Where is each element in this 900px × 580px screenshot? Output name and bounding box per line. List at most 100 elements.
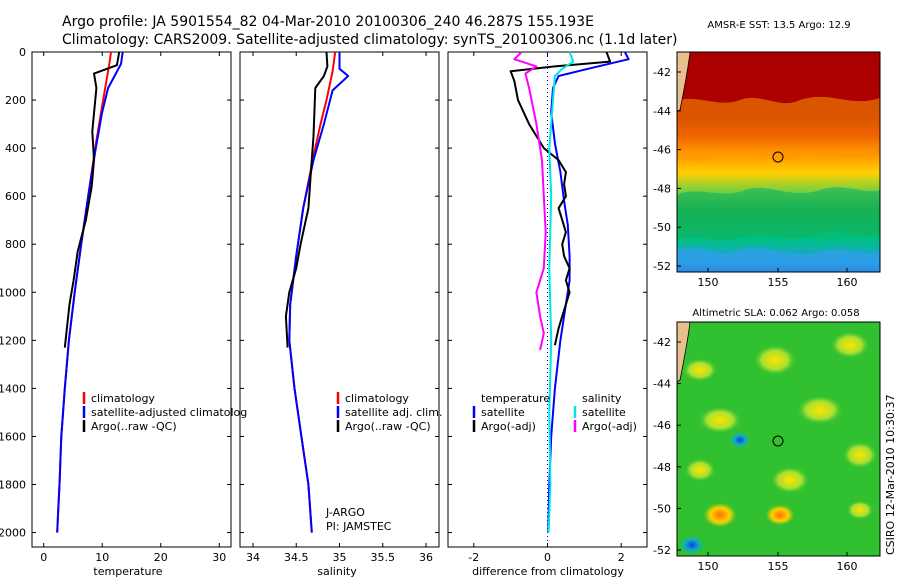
x-tick-label: 34	[246, 551, 260, 564]
sla-blob-low	[680, 536, 704, 554]
depth-tick-label: 1800	[0, 479, 26, 492]
series-line-temperature-argo-adj	[509, 51, 612, 346]
map-y-tick-label: -46	[653, 419, 671, 432]
temperature-legend: climatology satellite-adjusted climatolo…	[82, 392, 247, 433]
depth-axis: 0 200 400 600 800 1000 1200 1400 1600 1800 2000	[0, 46, 647, 540]
depth-tick-label: 400	[5, 142, 26, 155]
map-x-tick-label: 155	[768, 560, 789, 573]
header-line2: Climatology: CARS2009. Satellite-adjuste…	[62, 32, 677, 48]
sla-y-axis: -42 -44 -46 -48 -50 -52	[653, 336, 681, 557]
series-line-climatology	[56, 51, 112, 533]
sla-blob	[842, 441, 878, 469]
sla-blob	[698, 406, 742, 434]
map-y-tick-label: -50	[653, 502, 671, 515]
sla-blob	[770, 466, 810, 494]
series-line-climatology	[288, 51, 337, 533]
sst-warm-band	[677, 96, 880, 162]
map-y-tick-label: -52	[653, 544, 671, 557]
sst-y-axis: -42 -44 -46 -48 -50 -52	[653, 66, 681, 273]
legend-label: satellite adj. clim.	[345, 406, 442, 419]
series-line-salinity-satellite	[547, 51, 575, 533]
legend-label: satellite-adjusted climatolog	[91, 406, 247, 419]
sla-map-title: Altimetric SLA: 0.062 Argo: 0.058	[692, 308, 859, 319]
legend-label: climatology	[345, 392, 409, 405]
sla-blob	[753, 344, 797, 376]
salinity-xlabel: salinity	[317, 565, 357, 578]
depth-tick-label: 0	[19, 46, 26, 59]
salinity-axes	[239, 51, 440, 548]
legend-label: climatology	[91, 392, 155, 405]
depth-tick-label: 2000	[0, 527, 26, 540]
x-tick-label: 35	[333, 551, 347, 564]
x-tick-label: 35.5	[371, 551, 396, 564]
salinity-x-axis: 34 34.5 35 35.5 36	[246, 52, 433, 564]
difference-legend: temperature satellite Argo(-adj) salinit…	[472, 392, 637, 433]
sla-blob-low	[730, 432, 750, 448]
x-tick-label: 20	[154, 551, 168, 564]
legend-label: Argo(..raw -QC)	[91, 420, 177, 433]
series-line-satellite-adjusted-climatology	[56, 51, 124, 533]
map-x-tick-label: 150	[698, 560, 719, 573]
x-tick-label: 30	[212, 551, 226, 564]
x-tick-label: 10	[95, 551, 109, 564]
depth-tick-label: 1000	[0, 286, 26, 299]
sla-blob	[830, 331, 870, 359]
sla-blob	[682, 358, 718, 382]
map-x-tick-label: 160	[837, 276, 858, 289]
x-tick-label: -2	[468, 551, 479, 564]
legend-title-temperature: temperature	[481, 392, 550, 405]
depth-tick-label: 200	[5, 94, 26, 107]
sst-map-title: AMSR-E SST: 13.5 Argo: 12.9	[707, 20, 850, 31]
map-y-tick-label: -44	[653, 378, 671, 391]
map-y-tick-label: -44	[653, 105, 671, 118]
map-y-tick-label: -42	[653, 336, 671, 349]
jargo-annotation: J-ARGO	[325, 506, 365, 519]
series-line-salinity-argo-adj	[513, 51, 547, 351]
sla-blob	[684, 458, 716, 482]
sst-green-band	[677, 187, 880, 241]
legend-title-salinity: salinity	[582, 392, 622, 405]
series-line-argo-raw-qc	[63, 51, 121, 348]
sla-blob	[846, 500, 874, 520]
sla-x-axis: 150 155 160	[698, 552, 858, 573]
temperature-xlabel: temperature	[93, 565, 162, 578]
sst-x-axis: 150 155 160	[698, 268, 858, 289]
legend-label: satellite	[582, 406, 626, 419]
temperature-x-axis: 0 10 20 30	[40, 52, 226, 564]
map-y-tick-label: -48	[653, 461, 671, 474]
depth-tick-label: 1400	[0, 382, 26, 395]
tasmania-land	[676, 51, 691, 113]
depth-tick-label: 1200	[0, 334, 26, 347]
series-line-satellite-adj-clim	[288, 52, 350, 533]
difference-series	[509, 51, 630, 533]
series-line-temperature-satellite	[547, 51, 630, 533]
map-x-tick-label: 155	[768, 276, 789, 289]
sst-blue-band	[677, 247, 880, 272]
sst-map	[676, 51, 881, 273]
x-tick-label: 2	[618, 551, 625, 564]
series-line-argo-raw-qc	[284, 51, 329, 348]
x-tick-label: 0	[40, 551, 47, 564]
depth-tick-label: 800	[5, 238, 26, 251]
tasmania-land	[676, 321, 691, 383]
map-y-tick-label: -42	[653, 66, 671, 79]
map-y-tick-label: -50	[653, 221, 671, 234]
temperature-series	[56, 51, 124, 533]
temperature-axes	[31, 51, 232, 548]
map-x-tick-label: 150	[698, 276, 719, 289]
argo-location-marker	[772, 435, 784, 447]
sla-blob-high	[704, 503, 736, 527]
map-y-tick-label: -52	[653, 260, 671, 273]
x-tick-label: 36	[419, 551, 433, 564]
argo-location-marker	[772, 151, 784, 163]
header-line1: Argo profile: JA 5901554_82 04-Mar-2010 …	[62, 14, 594, 30]
pi-annotation: PI: JAMSTEC	[326, 520, 392, 533]
depth-tick-label: 600	[5, 190, 26, 203]
x-tick-label: 0	[544, 551, 551, 564]
legend-label: Argo(-adj)	[582, 420, 637, 433]
difference-x-axis: -2 0 2	[468, 52, 625, 564]
map-y-tick-label: -46	[653, 144, 671, 157]
legend-label: satellite	[481, 406, 525, 419]
legend-label: Argo(..raw -QC)	[345, 420, 431, 433]
